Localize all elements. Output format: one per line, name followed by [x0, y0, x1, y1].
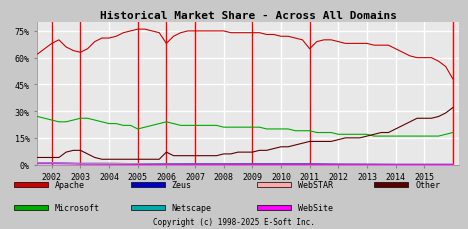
Text: WebSTAR: WebSTAR — [298, 180, 333, 189]
Text: WebSite: WebSite — [298, 203, 333, 212]
FancyBboxPatch shape — [131, 205, 165, 210]
Text: Microsoft: Microsoft — [55, 203, 100, 212]
Text: Other: Other — [415, 180, 440, 189]
Text: Netscape: Netscape — [172, 203, 212, 212]
FancyBboxPatch shape — [131, 182, 165, 187]
FancyBboxPatch shape — [374, 182, 408, 187]
FancyBboxPatch shape — [257, 205, 291, 210]
Text: Apache: Apache — [55, 180, 85, 189]
FancyBboxPatch shape — [14, 182, 48, 187]
Title: Historical Market Share - Across All Domains: Historical Market Share - Across All Dom… — [100, 11, 396, 21]
Text: Copyright (c) 1998-2025 E-Soft Inc.: Copyright (c) 1998-2025 E-Soft Inc. — [153, 217, 315, 226]
FancyBboxPatch shape — [14, 205, 48, 210]
FancyBboxPatch shape — [257, 182, 291, 187]
Text: Zeus: Zeus — [172, 180, 192, 189]
